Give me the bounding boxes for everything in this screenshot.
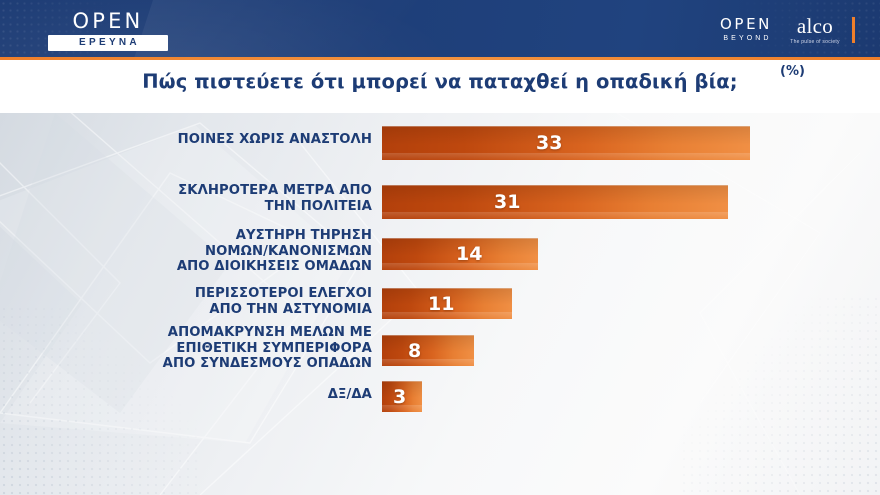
bar-value-label: 14 <box>456 243 483 265</box>
alco-logo: alco The pulse of society <box>784 16 846 46</box>
open-logo-wordmark: OPEN <box>72 9 144 33</box>
bar-value-label: 3 <box>393 385 407 408</box>
background-polygon-texture <box>0 113 861 495</box>
background-dot-pattern-bottom-left <box>0 305 200 495</box>
chart-area: ΠΟΙΝΕΣ ΧΩΡΙΣ ΑΝΑΣΤΟΛΗ 33 ΣΚΛΗΡΟΤΕΡΑ ΜΕΤΡΑ … <box>0 113 880 495</box>
bar-track: 3 <box>382 381 426 417</box>
bar-row-label: ΠΟΙΝΕΣ ΧΩΡΙΣ ΑΝΑΣΤΟΛΗ <box>177 132 372 147</box>
bar-row-label: ΑΠΟΜΑΚΡΥΝΣΗ ΜΕΛΩΝ ΜΕ ΕΠΙΘΕΤΙΚΗ ΣΥΜΠΕΡΙΦΟ… <box>162 325 372 371</box>
header-bar: OPEN ΕΡΕΥΝΑ OPEN BEYOND alco The pulse o… <box>0 0 880 57</box>
bar-fill <box>382 126 750 160</box>
open-beyond-wordmark: OPEN <box>720 15 772 33</box>
bar-fill <box>382 185 728 219</box>
title-band <box>0 60 880 113</box>
bar-row-label: ΑΥΣΤΗΡΗ ΤΗΡΗΣΗ ΝΟΜΩΝ/ΚΑΝΟΝΙΣΜΩΝ ΑΠΟ ΔΙΟΙ… <box>176 228 372 274</box>
alco-wordmark: alco <box>796 14 834 38</box>
bar-track: 33 <box>382 126 754 165</box>
bar-value-label: 11 <box>428 292 455 315</box>
alco-accent-bar <box>852 17 855 43</box>
bar-fill <box>382 238 538 271</box>
header-sheen-decoration <box>117 0 583 57</box>
bar-row-label: ΔΞ/ΔΑ <box>327 387 372 402</box>
open-ereyna-logo: OPEN ΕΡΕΥΝΑ <box>48 11 168 51</box>
bar-fill <box>382 288 512 319</box>
bar-row-label: ΠΕΡΙΣΣΟΤΕΡΟΙ ΕΛΕΓΧΟΙ ΑΠΟ ΤΗΝ ΑΣΤΥΝΟΜΙΑ <box>194 286 372 317</box>
open-beyond-logo: OPEN BEYOND <box>700 16 792 43</box>
page-title: Πώς πιστεύετε ότι μπορεί να παταχθεί η ο… <box>142 70 738 93</box>
bar-fill <box>382 335 474 366</box>
bar-value-label: 8 <box>408 339 422 362</box>
ereyna-logo-sublabel: ΕΡΕΥΝΑ <box>48 35 168 51</box>
bar-track: 31 <box>382 185 732 224</box>
percent-unit-label: (%) <box>780 64 805 79</box>
bar-track: 14 <box>382 238 542 275</box>
bar-track: 8 <box>382 335 478 371</box>
background-dot-pattern-bottom-right <box>680 295 880 495</box>
bar-fill <box>382 381 422 412</box>
header-orange-divider <box>0 57 880 60</box>
header-dot-pattern-right <box>730 0 880 57</box>
bar-track: 11 <box>382 288 516 324</box>
alco-tagline: The pulse of society <box>790 39 840 45</box>
bar-row-label: ΣΚΛΗΡΟΤΕΡΑ ΜΕΤΡΑ ΑΠΟ ΤΗΝ ΠΟΛΙΤΕΙΑ <box>178 183 372 214</box>
open-beyond-sublabel: BEYOND <box>723 35 772 42</box>
bar-value-label: 33 <box>536 132 563 154</box>
bar-value-label: 31 <box>494 191 521 213</box>
